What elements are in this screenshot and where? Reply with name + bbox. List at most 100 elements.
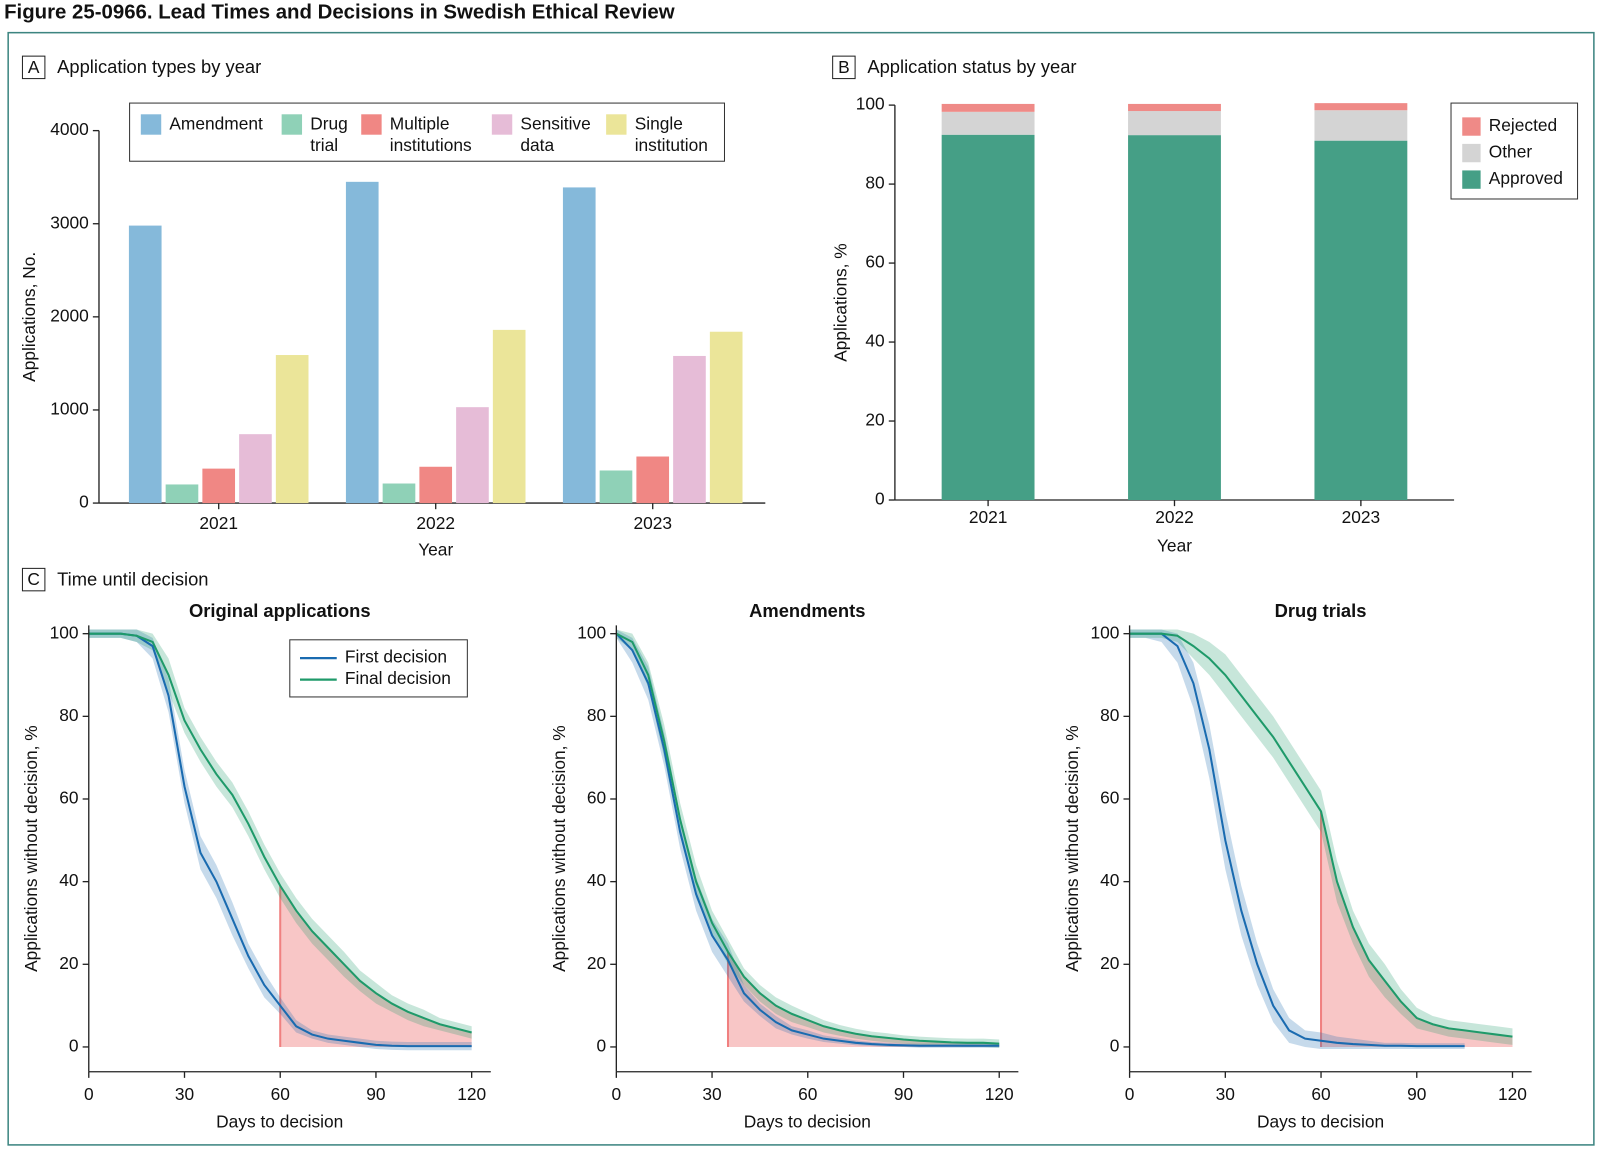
- legend-swatch: [281, 114, 303, 135]
- bar-segment: [1314, 103, 1408, 111]
- y-tick-label: 20: [59, 953, 78, 973]
- x-axis-label: Days to decision: [744, 1111, 871, 1131]
- x-tick-label: 2023: [633, 513, 672, 533]
- y-tick-label: 4000: [50, 119, 89, 139]
- legend-swatch: [491, 114, 513, 135]
- legend-label-line: trial: [310, 135, 338, 155]
- bar: [636, 456, 670, 504]
- legend-label: Sensitive data: [520, 113, 590, 154]
- confidence-band: [88, 629, 472, 1039]
- legend-label-line: Amendment: [169, 113, 263, 133]
- y-tick-label: 80: [1100, 705, 1119, 725]
- legend-box: [289, 639, 468, 698]
- bar: [419, 466, 453, 504]
- bar: [165, 484, 199, 504]
- panel-label: B: [838, 57, 850, 77]
- figure-frame: [7, 31, 1595, 1146]
- legend-swatch: [140, 114, 162, 135]
- x-tick-label: 2022: [416, 513, 455, 533]
- bar: [239, 434, 272, 504]
- subplot-title: Drug trials: [1275, 600, 1367, 621]
- panel-title: Application types by year: [57, 56, 261, 77]
- highlight-area: [280, 885, 472, 1047]
- y-tick-label: 3000: [50, 212, 89, 232]
- legend-label: Final decision: [345, 668, 451, 688]
- x-axis-label: Year: [1157, 536, 1192, 556]
- bar: [709, 331, 743, 504]
- survival-line: [615, 632, 1000, 1045]
- y-tick-label: 20: [1100, 953, 1119, 973]
- x-tick-label: 2021: [199, 513, 238, 533]
- legend-label-line: data: [520, 135, 554, 155]
- panel-label-box: [21, 567, 46, 592]
- x-tick-label: 120: [1498, 1084, 1527, 1104]
- x-tick-label: 2023: [1342, 507, 1381, 527]
- y-tick-label: 40: [59, 870, 78, 890]
- legend-label-line: Drug: [310, 113, 348, 133]
- bar: [562, 187, 596, 504]
- x-axis-label: Days to decision: [1257, 1111, 1384, 1131]
- legend-label-line: institutions: [390, 135, 472, 155]
- panel-label-box: [21, 55, 46, 80]
- y-tick-label: 100: [50, 622, 79, 642]
- subplot-title: Amendments: [749, 600, 865, 621]
- y-tick-label: 0: [596, 1036, 606, 1056]
- bar: [599, 470, 633, 504]
- bar: [128, 225, 162, 504]
- confidence-band: [1129, 629, 1465, 1050]
- highlight-area: [728, 951, 1000, 1047]
- legend-label: Multiple institutions: [390, 113, 472, 154]
- highlight-area: [1321, 811, 1513, 1047]
- confidence-band: [616, 629, 1000, 1048]
- bar: [345, 181, 379, 504]
- legend-label-line: Single: [635, 113, 683, 133]
- bar-segment: [1128, 103, 1221, 112]
- x-tick-label: 0: [84, 1084, 94, 1104]
- bar-segment: [1314, 140, 1408, 501]
- legend-label-line: Sensitive: [520, 113, 590, 133]
- y-tick-label: 60: [59, 788, 78, 808]
- y-tick-label: 100: [856, 94, 885, 114]
- bar-segment: [1128, 111, 1221, 136]
- y-tick-label: 80: [865, 173, 884, 193]
- bar-segment: [941, 111, 1035, 135]
- x-tick-label: 30: [702, 1084, 721, 1104]
- y-tick-label: 40: [865, 331, 884, 351]
- y-tick-label: 20: [587, 953, 606, 973]
- survival-line: [1129, 632, 1513, 1038]
- panel-label-box: [832, 55, 856, 80]
- panel-label: C: [27, 569, 40, 589]
- panel-title: Application status by year: [867, 56, 1076, 77]
- y-tick-label: 0: [79, 492, 89, 512]
- x-tick-label: 90: [894, 1084, 913, 1104]
- survival-line: [1129, 632, 1465, 1048]
- bar: [456, 407, 489, 504]
- y-tick-label: 100: [577, 622, 606, 642]
- y-tick-label: 2000: [50, 305, 89, 325]
- bar-segment: [941, 103, 1035, 112]
- bar: [382, 483, 416, 504]
- y-tick-label: 0: [875, 489, 885, 509]
- x-tick-label: 0: [1125, 1084, 1135, 1104]
- y-tick-label: 20: [865, 410, 884, 430]
- legend-label: Other: [1489, 142, 1533, 162]
- legend-label: Rejected: [1489, 115, 1557, 135]
- x-tick-label: 2022: [1155, 507, 1194, 527]
- legend-label: First decision: [345, 647, 447, 667]
- legend-label: Single institution: [635, 113, 708, 154]
- legend-label: Drug trial: [310, 113, 348, 154]
- y-tick-label: 80: [587, 705, 606, 725]
- y-tick-label: 100: [1090, 622, 1119, 642]
- legend-swatch: [606, 114, 627, 135]
- y-axis-label: Applications, %: [830, 243, 850, 361]
- x-tick-label: 30: [175, 1084, 194, 1104]
- panel-label: A: [28, 57, 40, 77]
- y-tick-label: 60: [865, 252, 884, 272]
- subplot-title: Original applications: [189, 600, 371, 621]
- legend-swatch: [361, 114, 382, 135]
- legend-label: Amendment: [169, 113, 263, 133]
- survival-line: [615, 632, 1000, 1047]
- x-axis-label: Days to decision: [216, 1111, 343, 1131]
- survival-line: [88, 632, 472, 1034]
